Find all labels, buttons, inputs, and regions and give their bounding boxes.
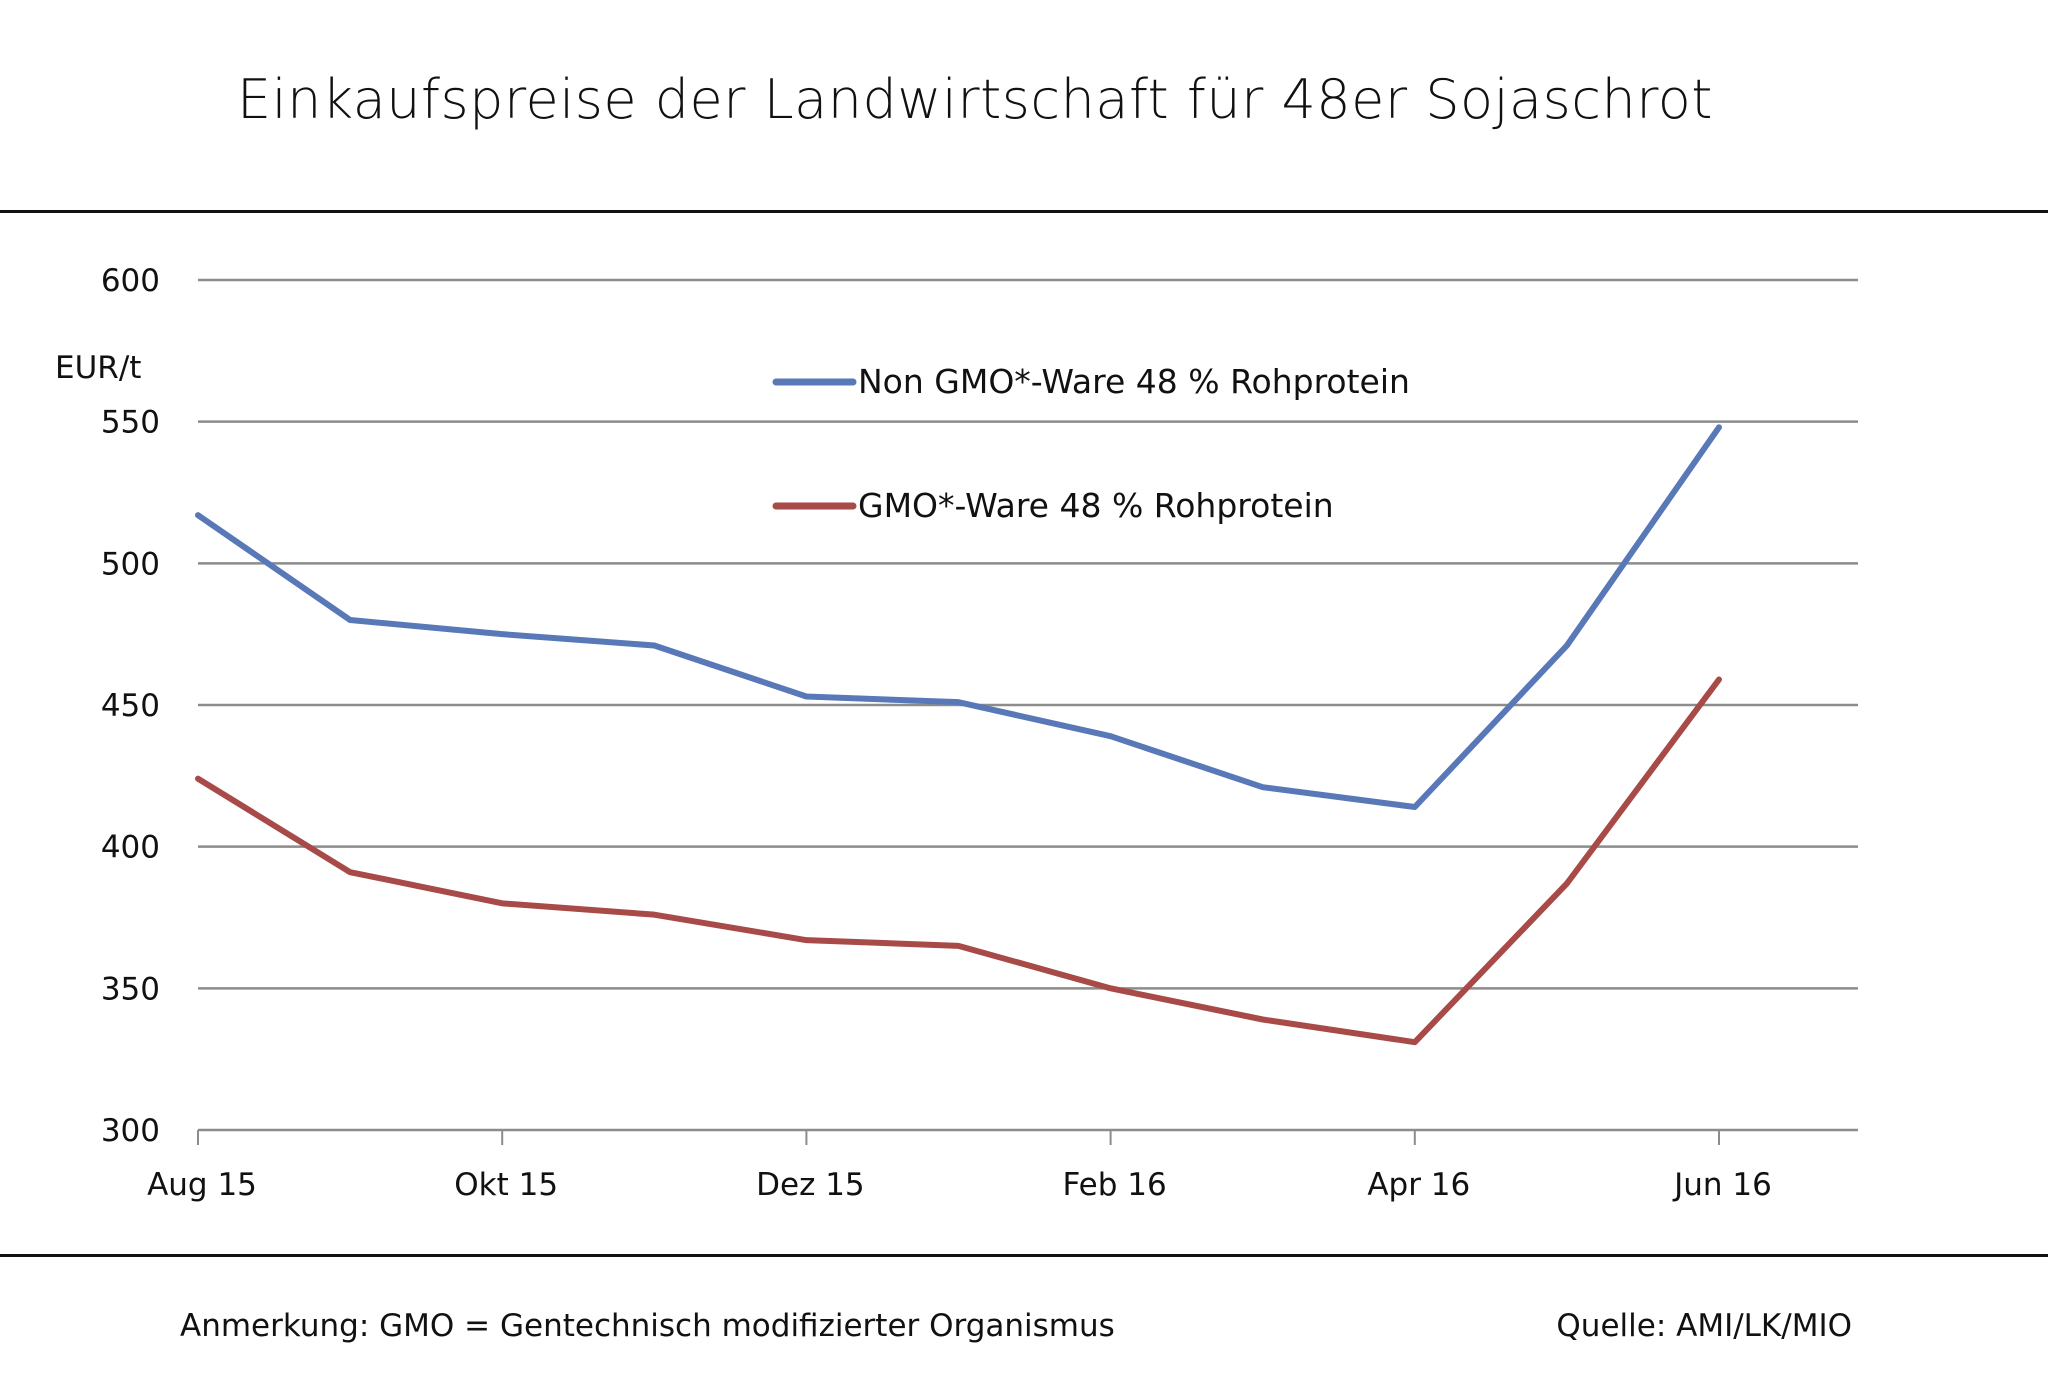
x-tick-label: Jun 16 bbox=[1672, 1167, 1772, 1203]
x-tick-label: Okt 15 bbox=[454, 1167, 558, 1203]
series-lines bbox=[195, 424, 1722, 1046]
legend: Non GMO*-Ware 48 % Rohprotein GMO*-Ware 4… bbox=[772, 362, 1410, 525]
y-axis-label: EUR/t bbox=[55, 350, 141, 386]
legend-label: Non GMO*-Ware 48 % Rohprotein bbox=[858, 362, 1410, 401]
x-tick-label: Dez 15 bbox=[756, 1167, 865, 1203]
series-line-non-gmo bbox=[195, 424, 1722, 810]
gridlines bbox=[198, 278, 1858, 1132]
x-tick-label: Apr 16 bbox=[1367, 1167, 1470, 1203]
y-tick-label: 500 bbox=[101, 546, 160, 582]
y-tick-labels: 300 350 400 450 500 550 600 bbox=[101, 263, 160, 1149]
chart-title: Einkaufspreise der Landwirtschaft für 48… bbox=[237, 68, 1713, 131]
x-tick-label: Aug 15 bbox=[147, 1167, 257, 1203]
footnote: Anmerkung: GMO = Gentechnisch modifizier… bbox=[180, 1308, 1115, 1344]
y-tick-label: 550 bbox=[101, 405, 160, 441]
x-axis: Aug 15 Okt 15 Dez 15 Feb 16 Apr 16 Jun 16 bbox=[147, 1130, 1772, 1203]
top-divider bbox=[0, 210, 2048, 213]
source-note: Quelle: AMI/LK/MIO bbox=[1556, 1308, 1852, 1344]
y-tick-label: 400 bbox=[101, 830, 160, 866]
y-tick-label: 300 bbox=[101, 1113, 160, 1149]
y-tick-label: 350 bbox=[101, 971, 160, 1007]
legend-label: GMO*-Ware 48 % Rohprotein bbox=[858, 486, 1334, 525]
x-tick-label: Feb 16 bbox=[1063, 1167, 1167, 1203]
y-tick-label: 450 bbox=[101, 688, 160, 724]
bottom-divider bbox=[0, 1254, 2048, 1257]
y-tick-label: 600 bbox=[101, 263, 160, 299]
